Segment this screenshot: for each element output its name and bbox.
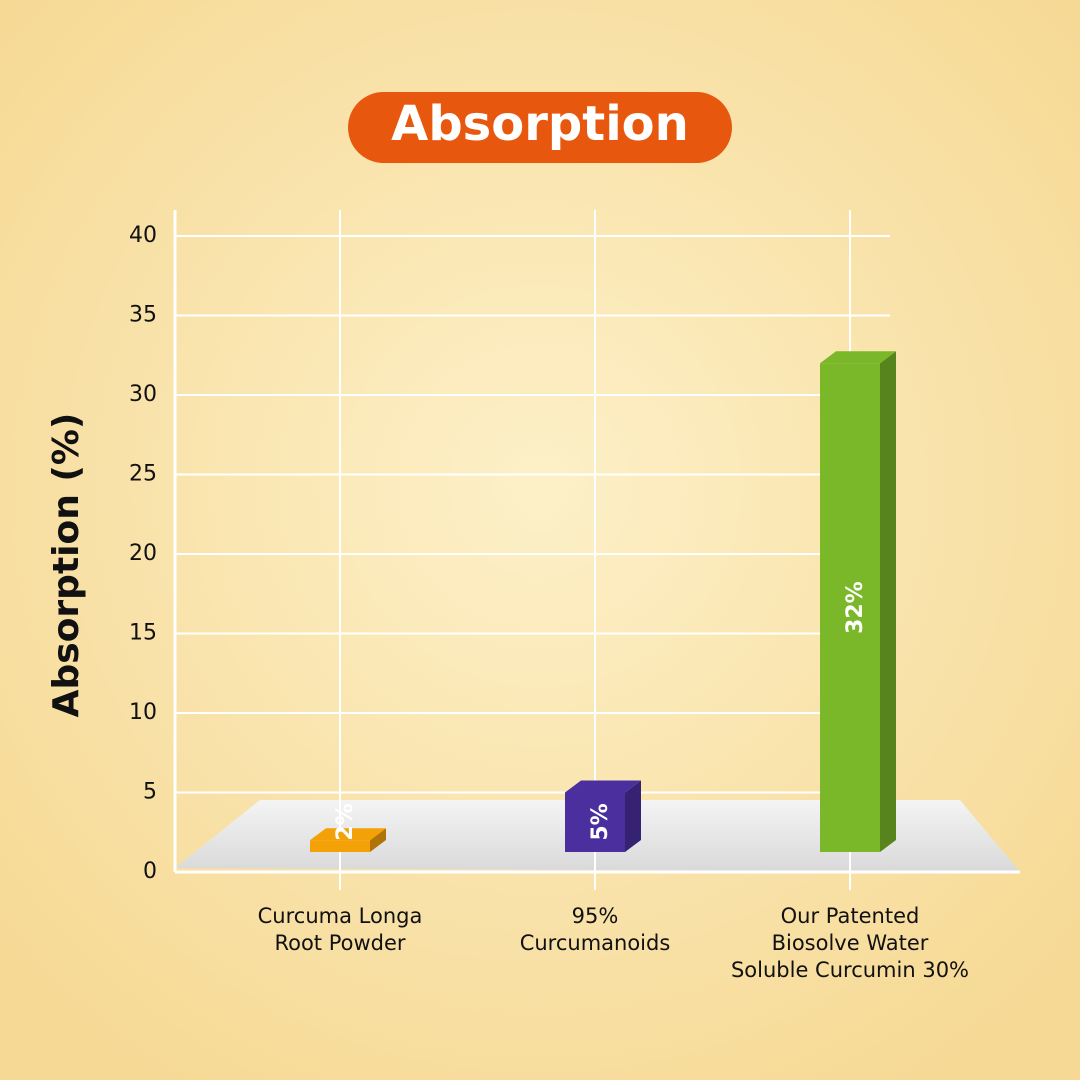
bar-side [370,828,386,852]
x-tick-label: Curcumanoids [520,931,671,955]
x-tick-label: Soluble Curcumin 30% [731,958,969,982]
y-tick-label: 40 [129,223,157,248]
value-label: 2% [333,803,358,840]
y-tick-label: 35 [129,303,157,328]
y-tick-label: 5 [143,780,157,805]
y-tick-label: 30 [129,382,157,407]
bar-top [820,351,896,364]
x-tick-label: 95% [572,904,619,928]
x-tick-label: Our Patented [781,904,920,928]
bar-front [310,840,370,852]
y-tick-label: 20 [129,541,157,566]
bar-top [310,828,386,841]
y-tick-label: 25 [129,462,157,487]
x-tick-label: Root Powder [274,931,405,955]
y-tick-label: 0 [143,859,157,884]
x-tick-label: Curcuma Longa [258,904,423,928]
bar-front [565,792,625,852]
y-tick-label: 10 [129,700,157,725]
y-tick-label: 15 [129,621,157,646]
bar-top [565,780,641,793]
value-label: 32% [843,581,868,634]
title-pill [348,92,732,163]
y-axis-label: Absorption (%) [46,413,87,718]
x-tick-label: Biosolve Water [772,931,929,955]
bar-front [820,363,880,852]
bar-side [880,351,896,852]
value-label: 5% [588,803,613,840]
chart-title: Absorption [391,96,689,152]
bar-side [625,780,641,852]
